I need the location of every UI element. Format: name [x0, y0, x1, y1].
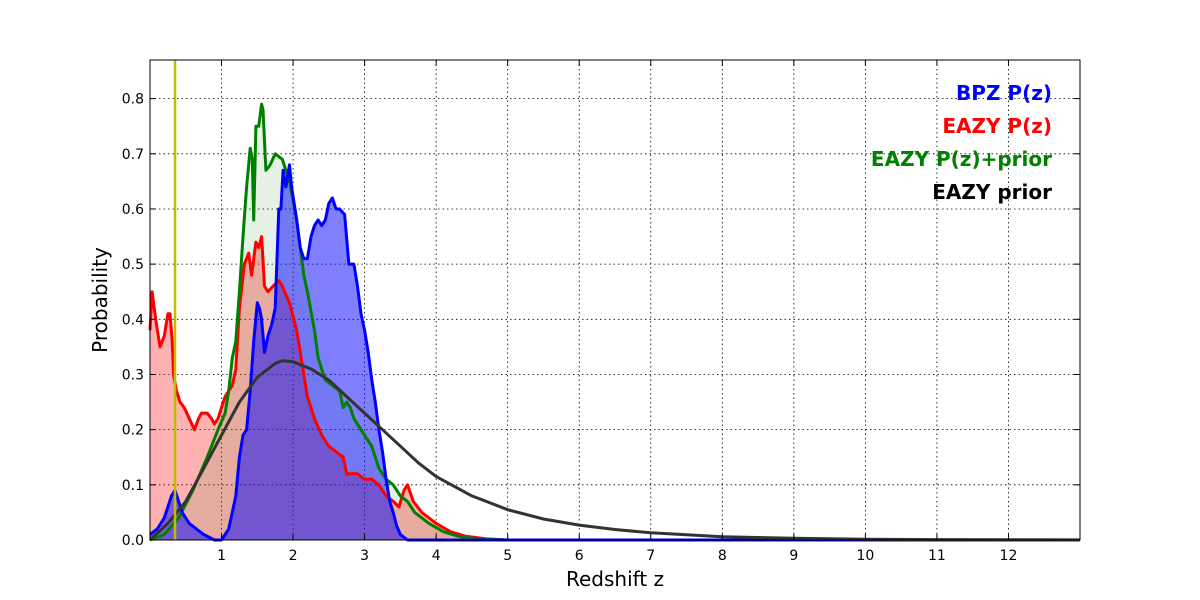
- legend: BPZ P(z) EAZY P(z) EAZY P(z)+prior EAZY pri…: [871, 81, 1052, 204]
- x-tick-label: 2: [289, 548, 298, 564]
- area-bpz-p-z: [150, 164, 1080, 541]
- legend-item-eazy-p-z: EAZY P(z): [942, 114, 1052, 138]
- y-axis-label: Probability: [88, 247, 112, 353]
- legend-item-eazy-prior: EAZY prior: [932, 180, 1052, 204]
- x-tick-label: 12: [1000, 548, 1018, 564]
- legend-item-bpz-p-z: BPZ P(z): [956, 81, 1052, 105]
- line-eazy-prior: [148, 359, 1081, 542]
- x-tick-label: 3: [360, 548, 369, 564]
- series-fills: [150, 104, 1080, 541]
- line-bpz-p-z: [149, 163, 1080, 542]
- x-tick-label: 4: [432, 548, 441, 564]
- y-tick-label: 0.4: [122, 312, 144, 328]
- x-tick-label: 9: [789, 548, 798, 564]
- x-tick-label: 5: [503, 548, 512, 564]
- x-axis-ticks: 1 2 3 4 5 6 7 8 9 10 11 12: [217, 60, 1017, 564]
- x-tick-label: 11: [928, 548, 946, 564]
- legend-item-eazy-p-z-prior: EAZY P(z)+prior: [871, 147, 1052, 171]
- plot-frame: [149, 59, 1081, 541]
- series-lines: [148, 102, 1081, 542]
- line-eazy-p-z-prior: [149, 102, 1080, 542]
- x-axis-label: Redshift z: [566, 567, 664, 591]
- y-axis-ticks: 0.0 0.1 0.2 0.3 0.4 0.5 0.6 0.7 0.8: [122, 92, 1080, 549]
- y-tick-label: 0.3: [122, 367, 144, 383]
- y-tick-label: 0.5: [122, 257, 144, 273]
- y-tick-label: 0.8: [122, 92, 144, 108]
- y-tick-label: 0.6: [122, 202, 144, 218]
- y-tick-label: 0.7: [122, 147, 144, 163]
- y-tick-label: 0.1: [122, 478, 144, 494]
- y-tick-label: 0.0: [122, 533, 144, 549]
- y-tick-label: 0.2: [122, 423, 144, 439]
- x-tick-label: 6: [575, 548, 584, 564]
- x-tick-label: 7: [646, 548, 655, 564]
- x-tick-label: 8: [718, 548, 727, 564]
- line-eazy-p-z: [148, 235, 1080, 542]
- x-tick-label: 10: [856, 548, 874, 564]
- x-tick-label: 1: [217, 548, 226, 564]
